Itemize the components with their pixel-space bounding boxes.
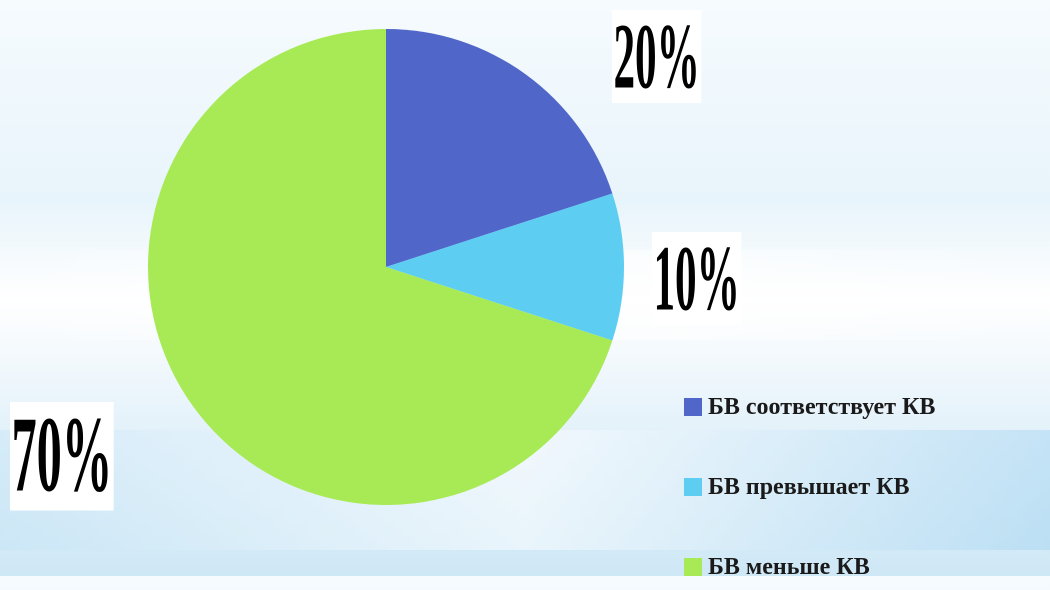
legend-label: БВ соответствует КВ (708, 393, 936, 420)
legend-item-less: БВ меньше КВ (684, 544, 1044, 590)
pie-slice-less (148, 29, 613, 505)
pie-chart (148, 29, 624, 505)
legend-label: БВ меньше КВ (708, 553, 870, 580)
slice-label-70: 70% (10, 395, 114, 516)
pie-slice-matches (386, 29, 613, 267)
slice-label-10: 10% (652, 227, 742, 330)
legend-swatch (684, 478, 702, 496)
pie-slices (148, 29, 624, 505)
legend-item-exceeds: БВ превышает КВ (684, 464, 1044, 510)
pie-slice-exceeds (386, 193, 624, 341)
legend: БВ соответствует КВ БВ превышает КВ БВ м… (684, 384, 1044, 590)
slice-label-20: 20% (612, 5, 702, 108)
legend-label: БВ превышает КВ (708, 473, 910, 500)
legend-item-matches: БВ соответствует КВ (684, 384, 1044, 430)
legend-swatch (684, 558, 702, 576)
legend-swatch (684, 398, 702, 416)
